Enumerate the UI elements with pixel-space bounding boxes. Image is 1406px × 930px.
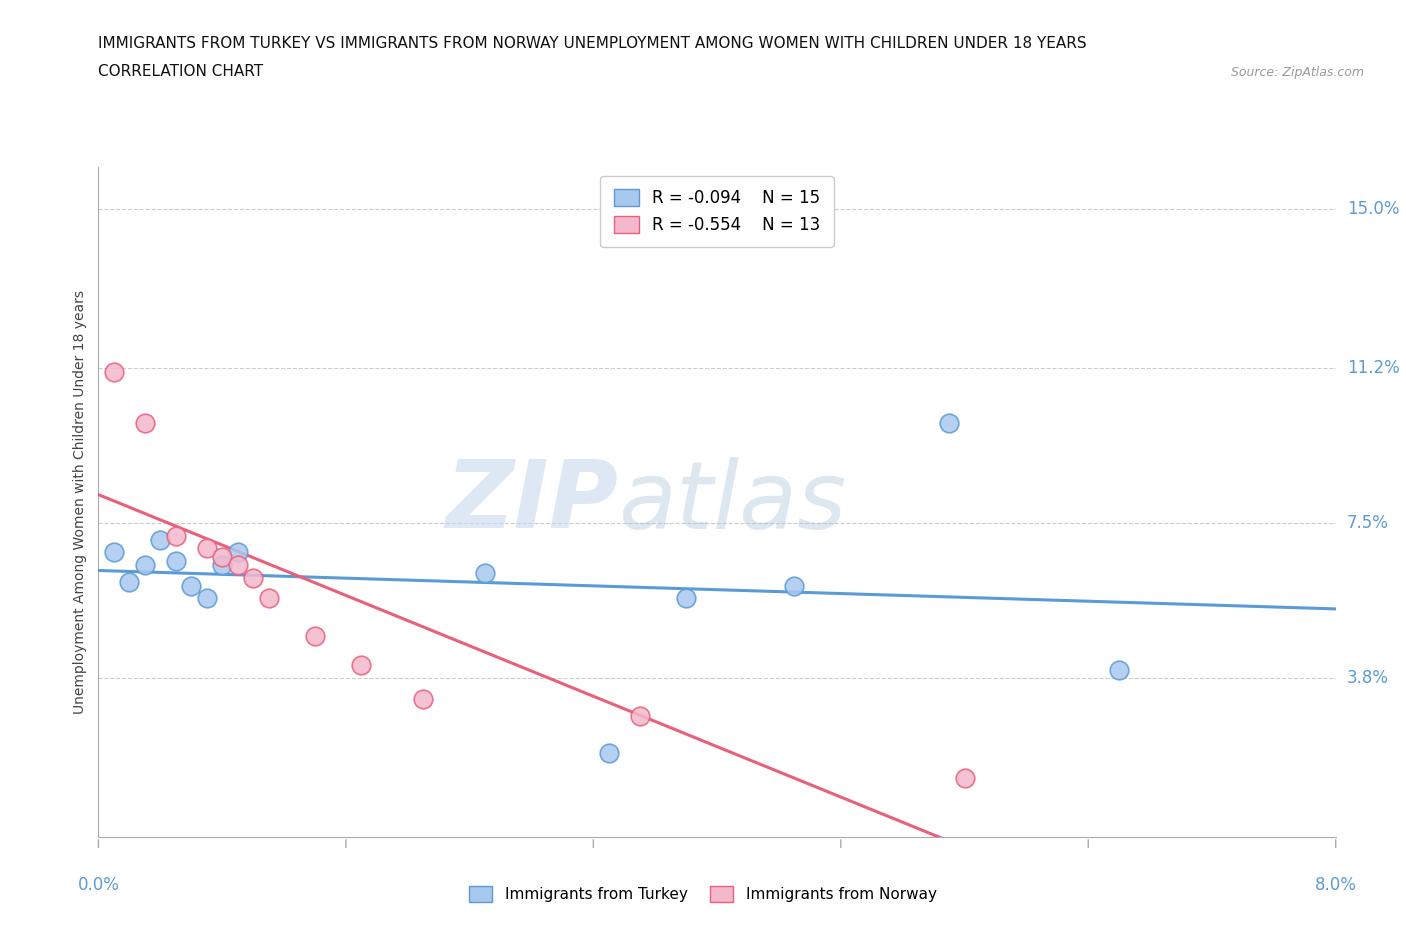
Y-axis label: Unemployment Among Women with Children Under 18 years: Unemployment Among Women with Children U… [73,290,87,714]
Text: 15.0%: 15.0% [1347,200,1399,219]
Point [938,416,960,431]
Point [628,709,651,724]
Point [165,553,187,568]
Point [180,578,202,593]
Text: atlas: atlas [619,457,846,548]
Point [211,549,233,564]
Text: 0.0%: 0.0% [77,876,120,894]
Point [165,528,187,543]
Point [1108,662,1130,677]
Point [474,565,496,580]
Point [350,658,373,673]
Point [412,692,434,707]
Point [134,558,156,573]
Point [783,578,806,593]
Point [226,545,249,560]
Point [257,591,280,606]
Text: 7.5%: 7.5% [1347,514,1389,532]
Text: 11.2%: 11.2% [1347,359,1399,378]
Point [953,771,976,786]
Text: IMMIGRANTS FROM TURKEY VS IMMIGRANTS FROM NORWAY UNEMPLOYMENT AMONG WOMEN WITH C: IMMIGRANTS FROM TURKEY VS IMMIGRANTS FRO… [98,36,1087,51]
Text: CORRELATION CHART: CORRELATION CHART [98,64,263,79]
Point [598,746,620,761]
Point [103,545,125,560]
Point [195,591,218,606]
Text: 8.0%: 8.0% [1315,876,1357,894]
Text: ZIP: ZIP [446,457,619,548]
Point [675,591,697,606]
Point [211,558,233,573]
Point [118,575,141,590]
Point [195,541,218,556]
Legend: R = -0.094    N = 15, R = -0.554    N = 13: R = -0.094 N = 15, R = -0.554 N = 13 [600,176,834,247]
Point [304,629,326,644]
Point [103,365,125,380]
Point [226,558,249,573]
Point [149,532,172,547]
Point [134,416,156,431]
Text: Source: ZipAtlas.com: Source: ZipAtlas.com [1230,66,1364,79]
Point [242,570,264,585]
Text: 3.8%: 3.8% [1347,669,1389,687]
Legend: Immigrants from Turkey, Immigrants from Norway: Immigrants from Turkey, Immigrants from … [464,880,942,909]
